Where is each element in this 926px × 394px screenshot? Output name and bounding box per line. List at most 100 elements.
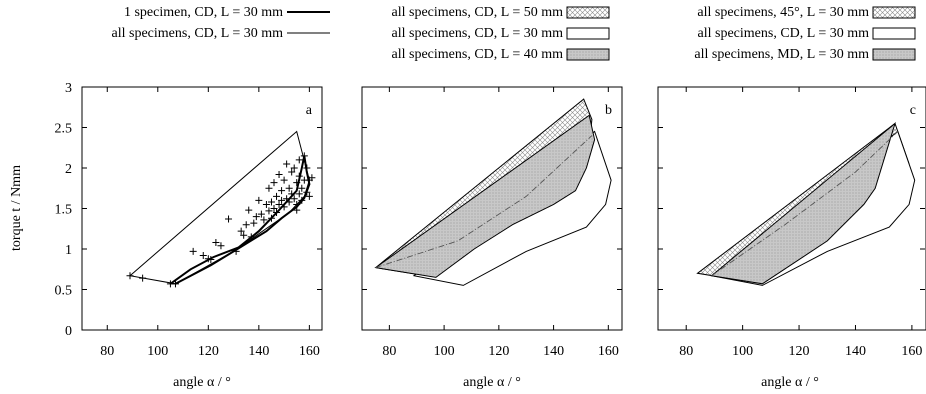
legend-c-label-1: all specimens, CD, L = 30 mm bbox=[698, 26, 870, 41]
legend-a: 1 specimen, CD, L = 30 mm all specimens,… bbox=[112, 5, 330, 41]
plot-area-a bbox=[126, 130, 316, 288]
panel-letter-b: b bbox=[605, 103, 612, 118]
scatter-point-a-26 bbox=[267, 198, 275, 206]
x-tick-label-a-100: 100 bbox=[147, 344, 168, 359]
y-tick-label-3: 3 bbox=[65, 81, 72, 96]
x-tick-label-b-100: 100 bbox=[434, 344, 455, 359]
x-tick-label-c-160: 160 bbox=[901, 344, 922, 359]
scatter-point-a-17 bbox=[250, 219, 258, 227]
x-tick-label-a-140: 140 bbox=[248, 344, 269, 359]
scatter-point-a-39 bbox=[285, 198, 293, 206]
x-tick-label-b-160: 160 bbox=[598, 344, 619, 359]
scatter-point-a-20 bbox=[257, 210, 265, 218]
scatter-point-a-21 bbox=[260, 216, 268, 224]
y-tick-label-2: 2 bbox=[65, 162, 72, 177]
scatter-point-a-32 bbox=[275, 200, 283, 208]
scatter-point-a-34 bbox=[278, 196, 286, 204]
legend-c-swatch-1 bbox=[872, 27, 916, 40]
scatter-point-a-1 bbox=[139, 274, 147, 282]
scatter-point-a-35 bbox=[280, 203, 288, 211]
y-tick-label-2.5: 2.5 bbox=[55, 122, 73, 137]
panel-letter-a: a bbox=[306, 103, 313, 118]
legend-b-label-1: all specimens, CD, L = 30 mm bbox=[392, 26, 564, 41]
x-tick-label-b-120: 120 bbox=[488, 344, 509, 359]
scatter-point-a-41 bbox=[288, 168, 296, 176]
y-tick-label-1: 1 bbox=[65, 243, 72, 258]
x-axis-title-b: angle α / ° bbox=[463, 375, 521, 390]
scatter-point-a-19 bbox=[255, 196, 263, 204]
x-tick-label-b-140: 140 bbox=[543, 344, 564, 359]
x-tick-label-a-160: 160 bbox=[299, 344, 320, 359]
x-tick-label-c-100: 100 bbox=[732, 344, 753, 359]
series-line-a-0 bbox=[169, 155, 311, 285]
scatter-point-a-15 bbox=[245, 206, 253, 214]
legend-c: all specimens, 45°, L = 30 mm all specim… bbox=[694, 5, 916, 62]
scatter-point-a-49 bbox=[295, 190, 303, 198]
scatter-point-a-43 bbox=[290, 195, 298, 203]
scatter-point-a-24 bbox=[265, 184, 273, 192]
scatter-point-a-16 bbox=[247, 233, 255, 241]
series-line-c-0 bbox=[711, 131, 899, 277]
legend-c-swatch-2 bbox=[872, 48, 916, 61]
series-line-b-0 bbox=[375, 135, 593, 269]
scatter-point-a-10 bbox=[225, 215, 233, 223]
scatter-point-a-23 bbox=[265, 207, 273, 215]
scatter-point-a-30 bbox=[273, 192, 281, 200]
scatter-point-a-48 bbox=[295, 172, 303, 180]
scatter-point-a-51 bbox=[298, 196, 306, 204]
plot-frame-a bbox=[81, 86, 323, 331]
y-tick-label-1.5: 1.5 bbox=[55, 203, 73, 218]
scatter-point-a-13 bbox=[240, 231, 248, 239]
legend-b-swatch-0 bbox=[566, 6, 610, 19]
x-axis-title-a: angle α / ° bbox=[173, 375, 231, 390]
scatter-point-a-47 bbox=[293, 206, 301, 214]
scatter-point-a-14 bbox=[242, 221, 250, 229]
scatter-point-a-28 bbox=[270, 205, 278, 212]
scatter-point-a-8 bbox=[212, 239, 220, 247]
plot-area-c bbox=[696, 122, 916, 286]
x-tick-label-c-140: 140 bbox=[845, 344, 866, 359]
scatter-point-a-22 bbox=[262, 200, 270, 208]
legend-c-swatch-0 bbox=[872, 6, 916, 19]
panel-b: 80 100 120 140 160 b angle α / ° bbox=[361, 86, 623, 390]
panel-c: 80 100 120 140 160 c angle α / ° bbox=[657, 86, 926, 390]
scatter-point-a-54 bbox=[300, 152, 308, 160]
legend-c-label-0: all specimens, 45°, L = 30 mm bbox=[697, 5, 869, 20]
legend-b: all specimens, CD, L = 50 mm all specime… bbox=[392, 5, 610, 62]
scatter-point-a-50 bbox=[295, 156, 303, 164]
x-tick-label-a-120: 120 bbox=[198, 344, 219, 359]
scatter-point-a-52 bbox=[298, 184, 306, 192]
legend-b-swatch-1 bbox=[566, 27, 610, 40]
legend-b-label-0: all specimens, CD, L = 50 mm bbox=[392, 5, 564, 20]
legend-b-label-2: all specimens, CD, L = 40 mm bbox=[392, 47, 564, 62]
scatter-point-a-59 bbox=[308, 174, 316, 182]
region-b-2 bbox=[374, 114, 596, 278]
scatter-point-a-7 bbox=[207, 256, 215, 264]
scatter-point-a-40 bbox=[285, 184, 293, 192]
plot-area-b bbox=[374, 98, 612, 286]
y-tick-label-0: 0 bbox=[65, 324, 72, 339]
legend-b-swatch-2 bbox=[566, 48, 610, 61]
scatter-point-a-25 bbox=[267, 214, 275, 222]
scatter-point-a-4 bbox=[189, 247, 197, 255]
legend-a-label-0: 1 specimen, CD, L = 30 mm bbox=[124, 5, 283, 20]
x-axis-title-c: angle α / ° bbox=[761, 375, 819, 390]
scatter-point-a-56 bbox=[303, 164, 311, 172]
panel-letter-c: c bbox=[910, 103, 916, 118]
scatter-point-a-29 bbox=[273, 209, 281, 217]
scatter-point-a-27 bbox=[270, 179, 278, 187]
scatter-point-a-33 bbox=[278, 187, 286, 195]
y-tick-label-0.5: 0.5 bbox=[55, 284, 73, 299]
x-tick-label-b-80: 80 bbox=[382, 344, 396, 359]
scatter-point-a-3 bbox=[171, 280, 179, 288]
scatter-point-a-55 bbox=[303, 188, 311, 196]
x-tick-label-c-80: 80 bbox=[679, 344, 693, 359]
scatter-point-a-11 bbox=[232, 247, 240, 255]
scatter-point-a-9 bbox=[217, 242, 225, 250]
x-tick-label-c-120: 120 bbox=[789, 344, 810, 359]
scatter-point-a-38 bbox=[283, 160, 291, 168]
scatter-point-a-42 bbox=[288, 190, 296, 198]
scatter-point-a-45 bbox=[293, 179, 301, 187]
scatter-point-a-31 bbox=[275, 170, 283, 178]
